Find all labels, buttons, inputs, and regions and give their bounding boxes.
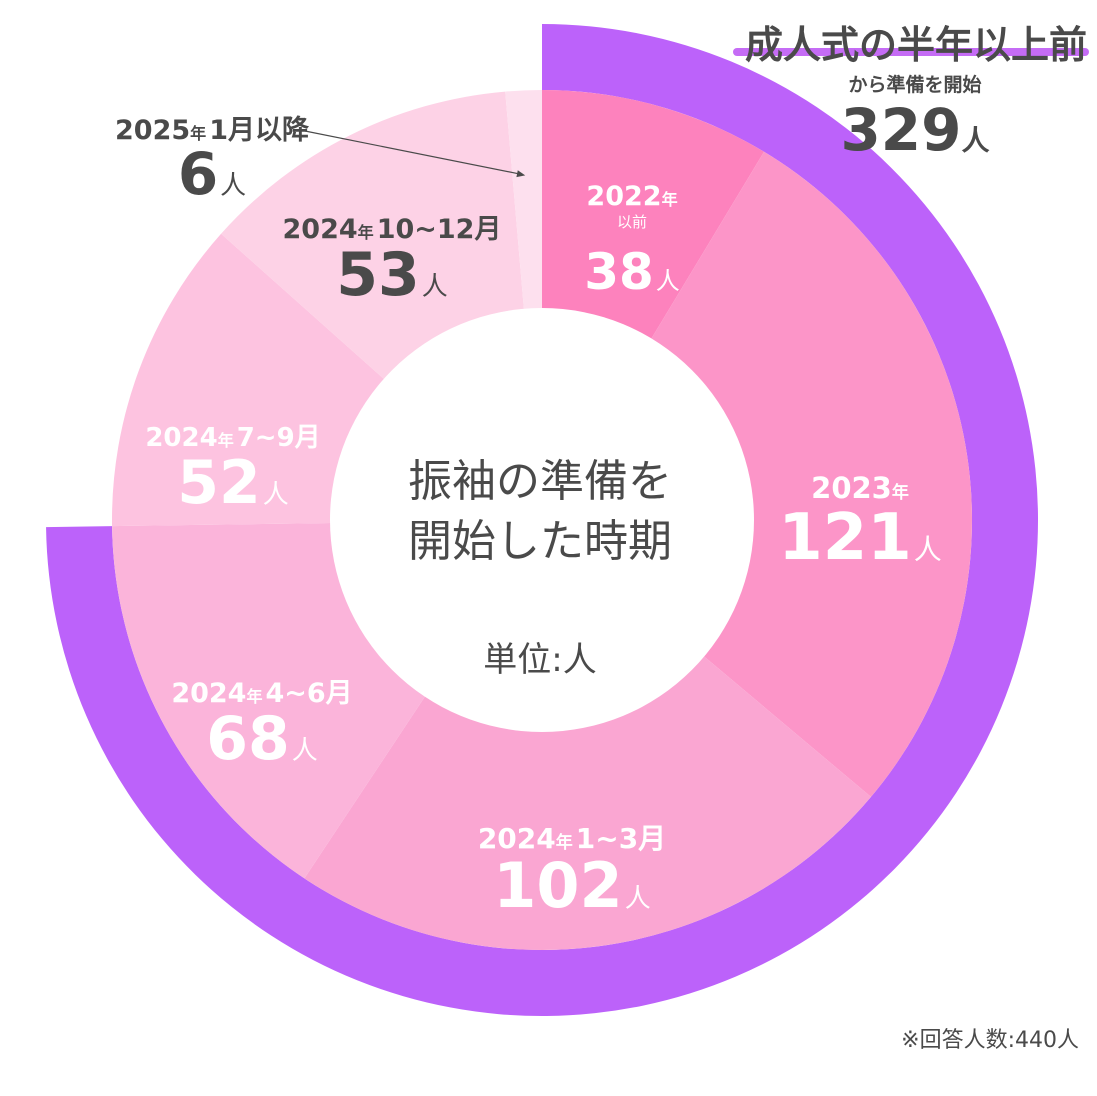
slice-3-value: 102人 <box>493 849 650 922</box>
highlight-subtitle: から準備を開始 <box>848 74 982 96</box>
slice-6 <box>221 91 525 381</box>
leader-line <box>304 130 522 175</box>
highlight-value-label: 329人 <box>800 96 1030 164</box>
slice-7-value: 6人 <box>178 140 246 208</box>
slice-1 <box>542 90 765 341</box>
slice-7-period: 2025年 1月以降 <box>115 115 310 146</box>
slice-3 <box>304 655 871 950</box>
slice-6-period: 2024年 10~12月 <box>283 214 502 245</box>
center-title-line-1: 振袖の準備を <box>408 456 672 507</box>
leader-arrow-head <box>516 170 526 178</box>
slice-1-value: 38人 <box>584 243 680 301</box>
footnote: ※回答人数:440人 <box>901 1028 1079 1053</box>
slice-2-period: 2023年 <box>811 471 909 505</box>
donut-hole <box>330 308 754 732</box>
slice-7 <box>505 90 542 311</box>
highlight-title-underline <box>733 48 1089 56</box>
slice-layer <box>112 90 972 950</box>
center-unit-label: 単位:人 <box>483 640 597 680</box>
highlight-value: 329 <box>840 96 962 164</box>
slice-4-period: 2024年 4~6月 <box>171 678 352 709</box>
slice-5 <box>112 233 386 527</box>
center-title: 振袖の準備を 開始した時期 <box>330 452 750 572</box>
slice-2 <box>650 151 972 797</box>
slice-5-period: 2024年 7~9月 <box>145 423 320 453</box>
highlight-unit: 人 <box>961 124 990 157</box>
slice-4 <box>112 522 426 879</box>
slice-5-value: 52人 <box>177 448 289 518</box>
center-title-line-2: 開始した時期 <box>408 516 672 567</box>
slice-4-value: 68人 <box>206 704 318 774</box>
slice-6-value: 53人 <box>336 240 448 310</box>
slice-2-value: 121人 <box>778 501 942 575</box>
slice-3-period: 2024年 1~3月 <box>478 822 666 855</box>
slice-1-period: 2022年 <box>586 181 677 212</box>
leader-line-layer <box>304 130 526 178</box>
slice-1-period-sub: 以前 <box>617 213 647 231</box>
highlight-title: 成人式の半年以上前 <box>744 23 1087 67</box>
